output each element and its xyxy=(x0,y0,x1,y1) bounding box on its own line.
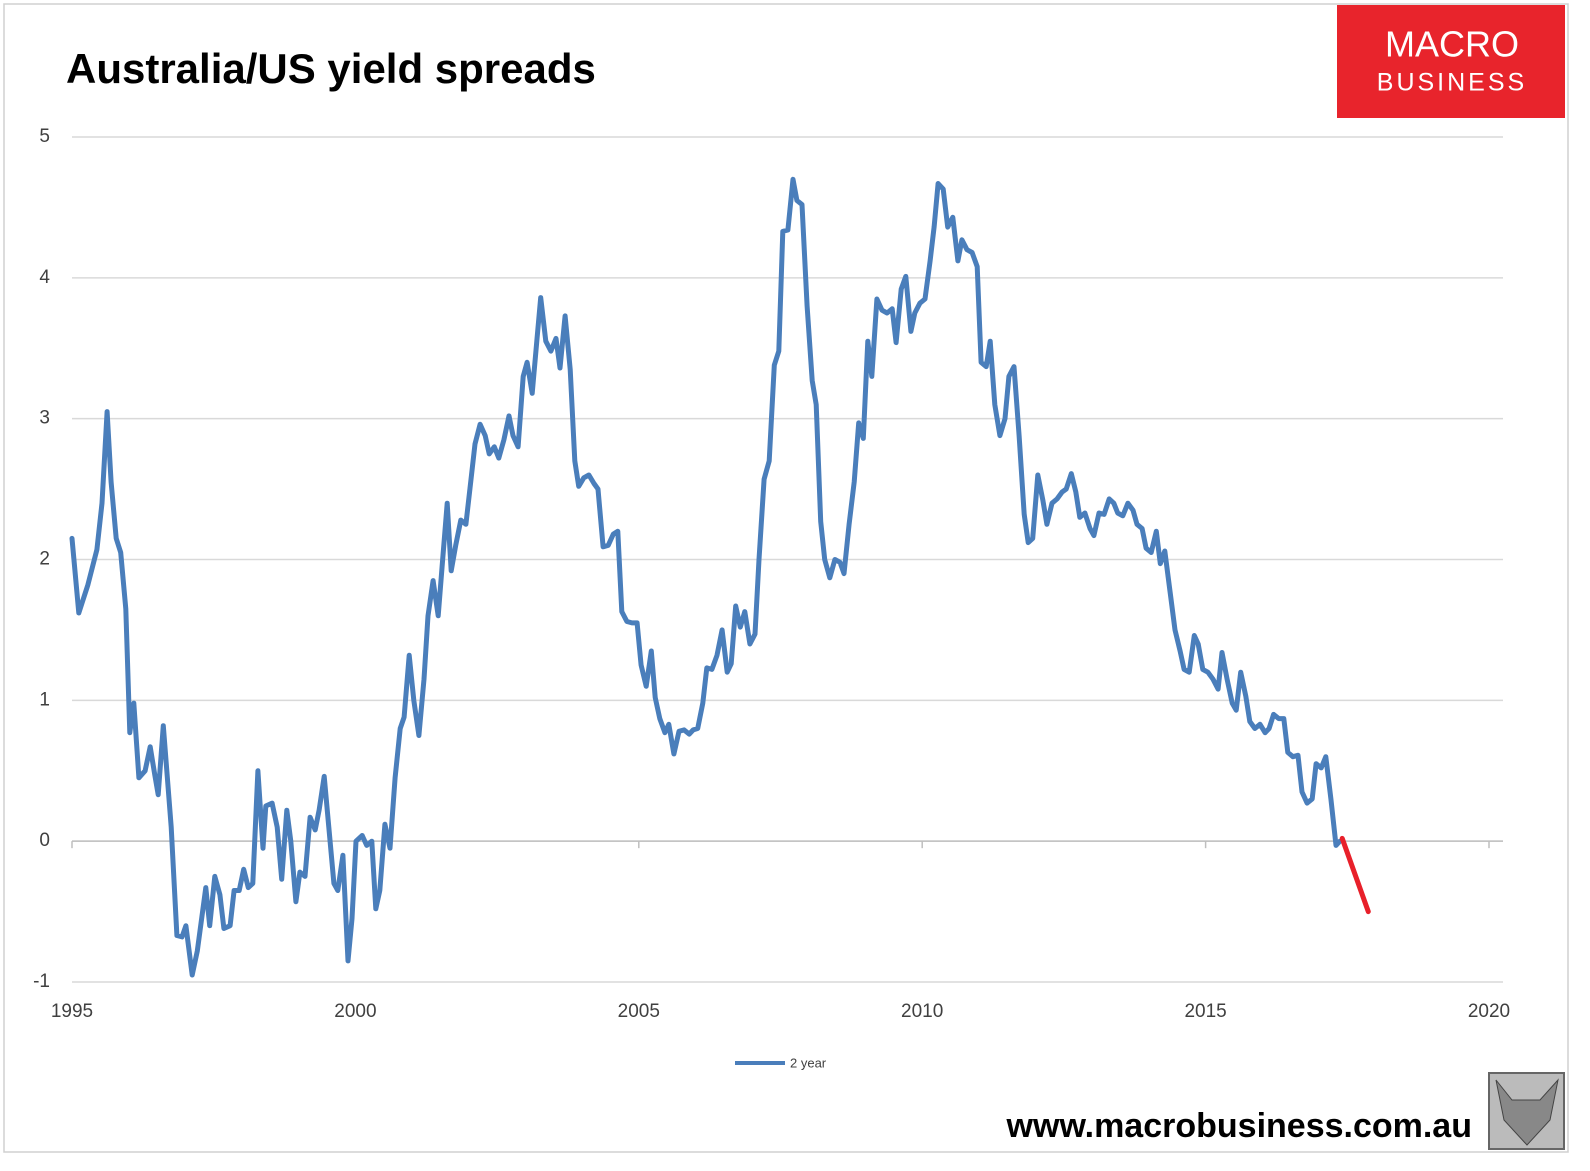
x-tick-label: 2005 xyxy=(618,1001,660,1022)
y-tick-label: 0 xyxy=(39,830,50,851)
source-url: www.macrobusiness.com.au xyxy=(1006,1107,1472,1145)
chart-border xyxy=(3,3,1569,1153)
logo-box xyxy=(1337,5,1565,118)
fox-icon xyxy=(1495,1078,1559,1146)
line-series xyxy=(1339,835,1371,915)
y-tick-label: 1 xyxy=(39,689,50,710)
line-series xyxy=(69,176,1343,978)
x-tick-label: 2000 xyxy=(334,1001,376,1022)
y-tick-label: -1 xyxy=(33,971,50,992)
y-tick-label: 5 xyxy=(39,126,50,147)
y-tick-label: 4 xyxy=(39,267,50,288)
chart-title: Australia/US yield spreads xyxy=(66,45,596,92)
y-tick-label: 3 xyxy=(39,408,50,429)
legend-label: 2 year xyxy=(790,1055,827,1070)
logo-text: BUSINESS xyxy=(1377,69,1527,97)
x-tick-label: 2015 xyxy=(1184,1001,1226,1022)
logo-text: MACRO xyxy=(1385,24,1519,65)
y-tick-label: 2 xyxy=(39,549,50,570)
x-tick-label: 2010 xyxy=(901,1001,943,1022)
x-tick-label: 2020 xyxy=(1468,1001,1510,1022)
x-tick-label: 1995 xyxy=(51,1001,93,1022)
